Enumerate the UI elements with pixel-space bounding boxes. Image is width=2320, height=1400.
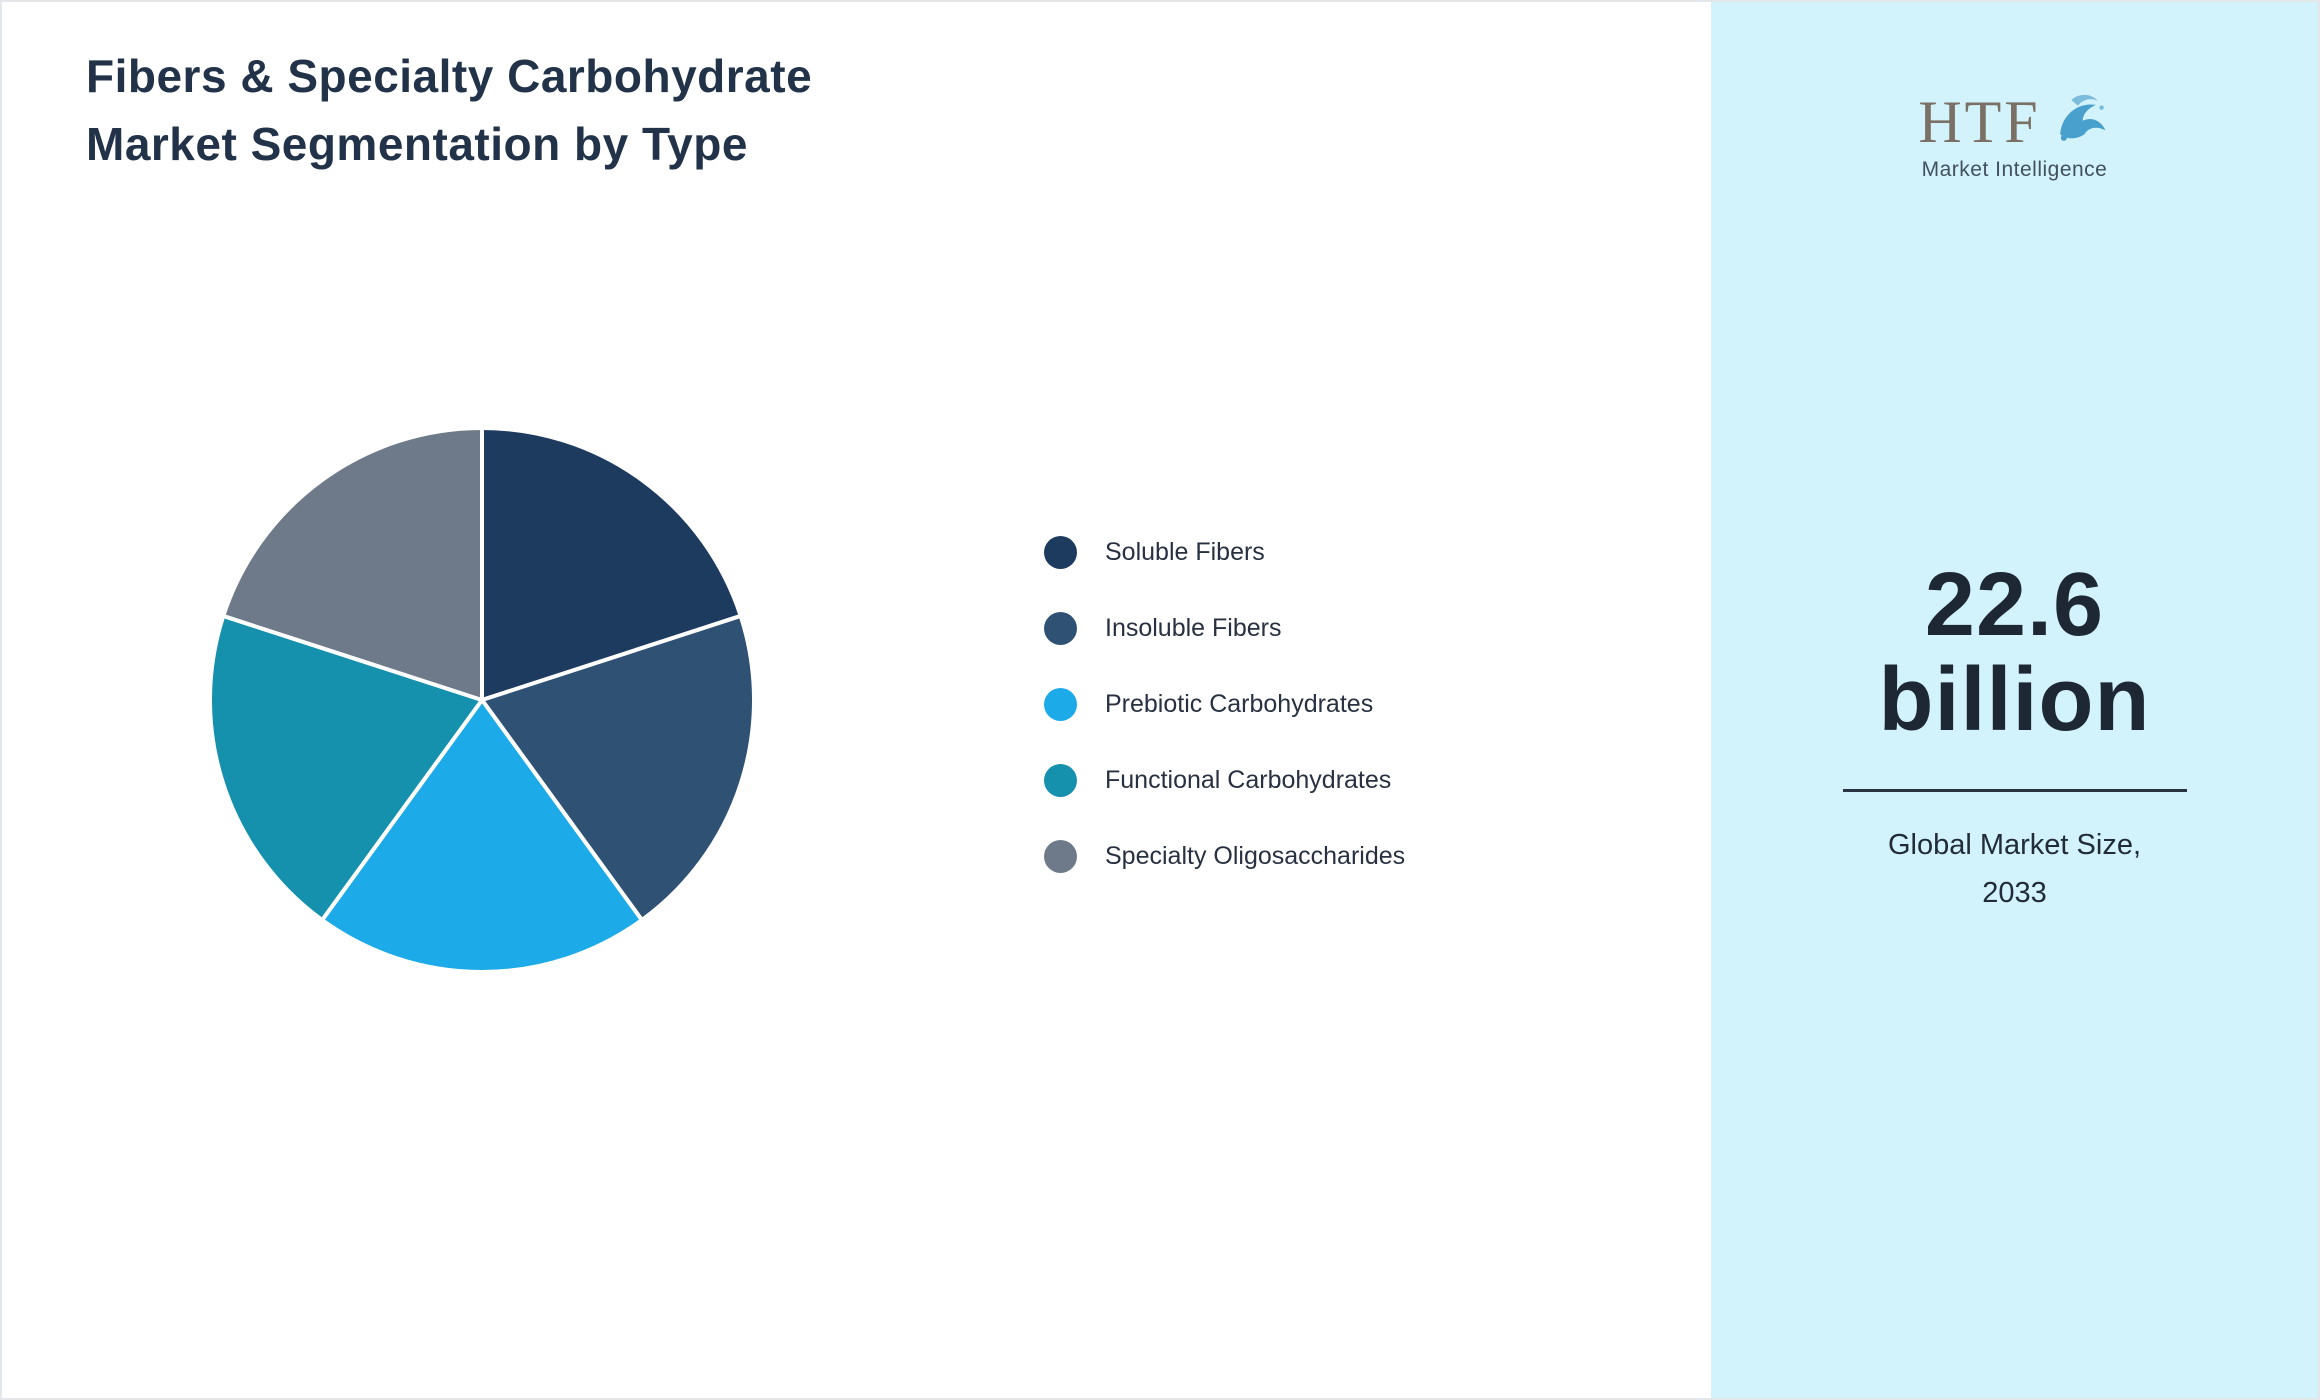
market-size-caption: Global Market Size, 2033 <box>1711 822 2318 918</box>
pie-slice-4 <box>208 613 484 923</box>
chart-panel: Fibers & Specialty Carbohydrate Market S… <box>2 2 1711 1398</box>
legend-swatch <box>1044 611 1077 645</box>
pie-slice-2 <box>480 613 756 923</box>
pie-chart-wrap <box>202 420 762 980</box>
market-size-number: 22.6 <box>1924 555 2105 655</box>
legend-label: Prebiotic Carbohydrates <box>1105 689 1374 718</box>
legend-item: Insoluble Fibers <box>1044 590 1405 666</box>
sidebar: HTF Market Intelligence 22.6 billion Glo… <box>1711 2 2318 1398</box>
divider <box>1842 788 2187 792</box>
htf-logo-text: HTF <box>1918 89 2041 155</box>
legend-swatch <box>1044 763 1077 797</box>
market-size-block: 22.6 billion Global Market Size, 2033 <box>1711 555 2318 918</box>
market-size-caption-line2: 2033 <box>1982 876 2047 909</box>
htf-logo-row: HTF <box>1711 88 2318 156</box>
pie-chart <box>208 426 756 974</box>
legend-item: Functional Carbohydrates <box>1044 742 1405 818</box>
page-title: Fibers & Specialty Carbohydrate Market S… <box>86 42 812 178</box>
legend-swatch <box>1044 687 1077 721</box>
htf-logo: HTF Market Intelligence <box>1711 88 2318 182</box>
legend-item: Prebiotic Carbohydrates <box>1044 666 1405 742</box>
legend: Soluble Fibers Insoluble Fibers Prebioti… <box>1044 514 1405 894</box>
pie-slice-3 <box>320 698 644 974</box>
dolphin-icon <box>2059 94 2106 141</box>
legend-label: Insoluble Fibers <box>1105 613 1282 642</box>
legend-swatch <box>1044 535 1077 569</box>
legend-label: Specialty Oligosaccharides <box>1105 841 1406 870</box>
market-size-value: 22.6 billion <box>1711 555 2318 751</box>
legend-label: Soluble Fibers <box>1105 537 1265 566</box>
market-size-caption-line1: Global Market Size, <box>1887 828 2142 861</box>
pie-slice-1 <box>480 426 743 702</box>
legend-swatch <box>1044 839 1077 873</box>
page-title-line2: Market Segmentation by Type <box>86 118 748 171</box>
legend-label: Functional Carbohydrates <box>1105 765 1392 794</box>
pie-slice-5 <box>221 426 484 702</box>
legend-item: Specialty Oligosaccharides <box>1044 818 1405 894</box>
legend-item: Soluble Fibers <box>1044 514 1405 590</box>
htf-logo-subtext: Market Intelligence <box>1921 158 2108 181</box>
market-size-unit: billion <box>1878 650 2151 751</box>
page-title-line1: Fibers & Specialty Carbohydrate <box>86 50 813 102</box>
